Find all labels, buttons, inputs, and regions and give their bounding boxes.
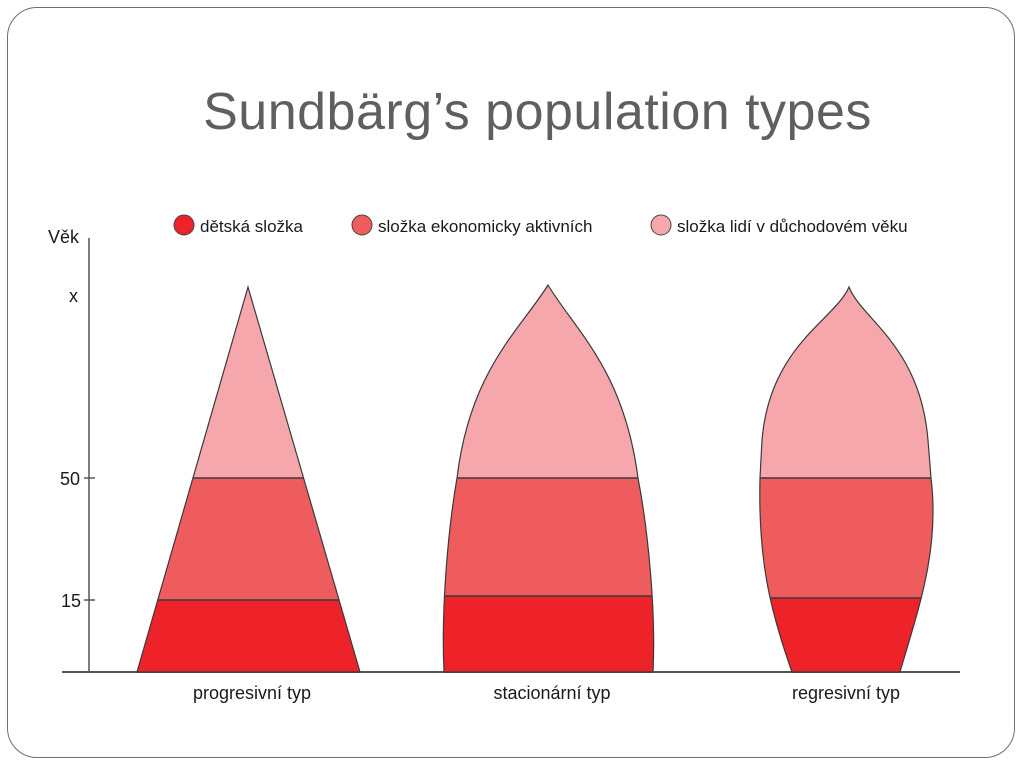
outline-regressive xyxy=(759,285,934,673)
legend-label-working: složka ekonomicky aktivních xyxy=(378,217,592,236)
shape-regressive xyxy=(759,287,934,672)
band-retired-progressive xyxy=(137,287,360,478)
band-child-stationary xyxy=(443,596,654,672)
shape-progressive xyxy=(137,287,360,672)
legend-label-retired: složka lidí v důchodovém věku xyxy=(677,217,908,236)
outline-stationary xyxy=(442,283,655,673)
legend-swatch-retired xyxy=(650,214,672,236)
band-retired-stationary xyxy=(443,285,654,478)
tick-label-15: 15 xyxy=(61,591,81,611)
legend-label-child: dětská složka xyxy=(200,217,304,236)
legend: dětská složka složka ekonomicky aktivníc… xyxy=(173,214,908,236)
band-working-regressive xyxy=(759,478,934,598)
legend-swatch-working xyxy=(351,214,373,236)
band-working-progressive xyxy=(137,478,360,600)
band-working-stationary xyxy=(443,478,654,596)
label-stationary: stacionární typ xyxy=(493,683,610,703)
band-retired-regressive xyxy=(759,287,934,478)
legend-swatch-child xyxy=(173,214,195,236)
tick-label-50: 50 xyxy=(60,469,80,489)
y-axis-label: Věk xyxy=(48,227,80,247)
label-regressive: regresivní typ xyxy=(792,683,900,703)
tick-label-x: x xyxy=(69,286,78,306)
outline-progressive xyxy=(136,284,361,673)
label-progressive: progresivní typ xyxy=(193,683,311,703)
band-child-progressive xyxy=(137,600,360,672)
slide-title: Sundbärg’s population types xyxy=(203,83,872,141)
shape-stationary xyxy=(443,285,654,672)
